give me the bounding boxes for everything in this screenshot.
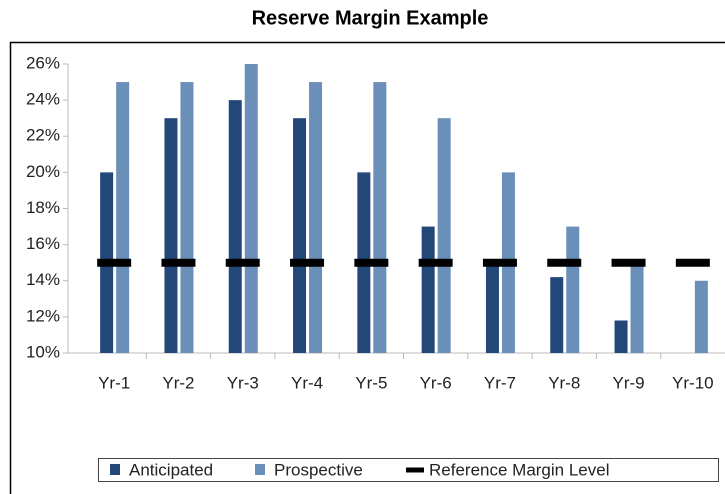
bar xyxy=(694,280,708,353)
bar xyxy=(244,64,258,353)
y-tick-label: 10% xyxy=(26,342,60,361)
bar xyxy=(180,82,194,353)
x-tick-label: Yr-5 xyxy=(355,373,387,392)
x-tick-label: Yr-4 xyxy=(291,373,323,392)
x-tick-label: Yr-6 xyxy=(420,373,452,392)
chart-frame xyxy=(9,41,725,494)
bar xyxy=(421,226,435,353)
y-tick-label: 26% xyxy=(26,53,60,72)
bar xyxy=(614,320,628,353)
x-tick-label: Yr-10 xyxy=(672,373,714,392)
bar xyxy=(437,118,451,353)
bar xyxy=(309,82,323,353)
legend-label: Reference Margin Level xyxy=(429,460,609,479)
y-tick-label: 24% xyxy=(26,90,60,109)
bar xyxy=(164,118,178,353)
bar xyxy=(630,262,644,353)
bar xyxy=(373,82,387,353)
y-tick-label: 20% xyxy=(26,162,60,181)
bar xyxy=(228,100,242,353)
x-tick-label: Yr-7 xyxy=(484,373,516,392)
legend-box xyxy=(98,458,719,482)
bar xyxy=(566,226,580,353)
y-tick-label: 12% xyxy=(26,306,60,325)
x-tick-label: Yr-9 xyxy=(612,373,644,392)
x-tick-label: Yr-1 xyxy=(98,373,130,392)
y-tick-label: 18% xyxy=(26,198,60,217)
legend-swatch xyxy=(255,464,265,475)
bar xyxy=(550,277,564,353)
y-tick-label: 16% xyxy=(26,234,60,253)
legend-label: Prospective xyxy=(274,460,363,479)
x-tick-label: Yr-8 xyxy=(548,373,580,392)
bar xyxy=(116,82,130,353)
legend-swatch xyxy=(110,464,120,475)
legend-label: Anticipated xyxy=(129,460,213,479)
y-tick-label: 22% xyxy=(26,126,60,145)
x-tick-label: Yr-2 xyxy=(162,373,194,392)
bar xyxy=(293,118,307,353)
chart-title: Reserve Margin Example xyxy=(252,7,489,29)
y-tick-label: 14% xyxy=(26,270,60,289)
bar xyxy=(485,262,499,353)
x-tick-label: Yr-3 xyxy=(227,373,259,392)
